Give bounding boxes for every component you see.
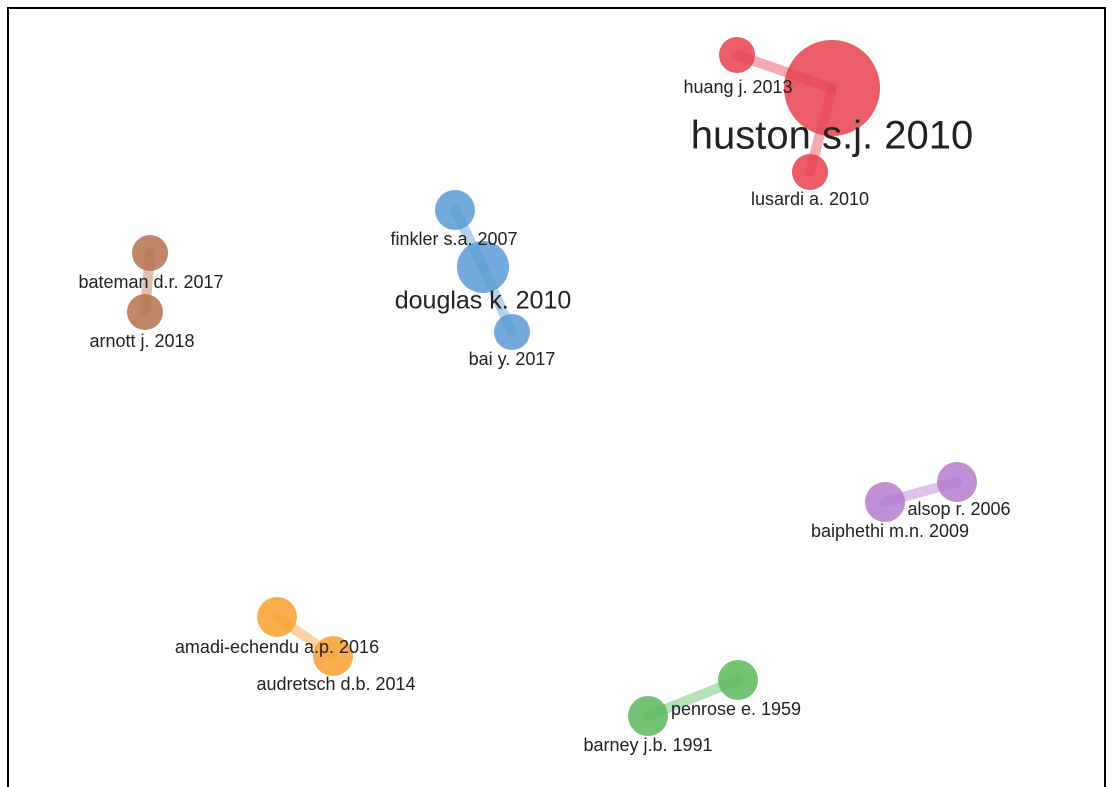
node-label: alsop r. 2006 (907, 499, 1010, 519)
node-label: lusardi a. 2010 (751, 189, 869, 209)
node-label: audretsch d.b. 2014 (256, 674, 415, 694)
node-label: barney j.b. 1991 (583, 735, 712, 755)
node-label: bai y. 2017 (469, 349, 556, 369)
node-label: finkler s.a. 2007 (390, 229, 517, 249)
node (784, 40, 880, 136)
node (792, 154, 828, 190)
frame (7, 7, 1106, 787)
node (937, 462, 977, 502)
node (457, 241, 509, 293)
node (313, 636, 353, 676)
node (132, 235, 168, 271)
node (865, 482, 905, 522)
node (628, 696, 668, 736)
nodes (127, 37, 977, 736)
node (718, 660, 758, 700)
node (435, 190, 475, 230)
node (127, 294, 163, 330)
node-label: arnott j. 2018 (89, 331, 194, 351)
labels: huang j. 2013 huston s.j. 2010 lusardi a. … (78, 77, 1010, 755)
node-label: huston s.j. 2010 (691, 114, 973, 158)
node (719, 37, 755, 73)
node (494, 314, 530, 350)
node-label: penrose e. 1959 (671, 699, 801, 719)
node-label: bateman d.r. 2017 (78, 272, 223, 292)
node-label: baiphethi m.n. 2009 (811, 521, 969, 541)
node-label: huang j. 2013 (683, 77, 792, 97)
node-label: amadi-echendu a.p. 2016 (175, 637, 379, 657)
node-label: douglas k. 2010 (395, 287, 572, 315)
node (257, 597, 297, 637)
